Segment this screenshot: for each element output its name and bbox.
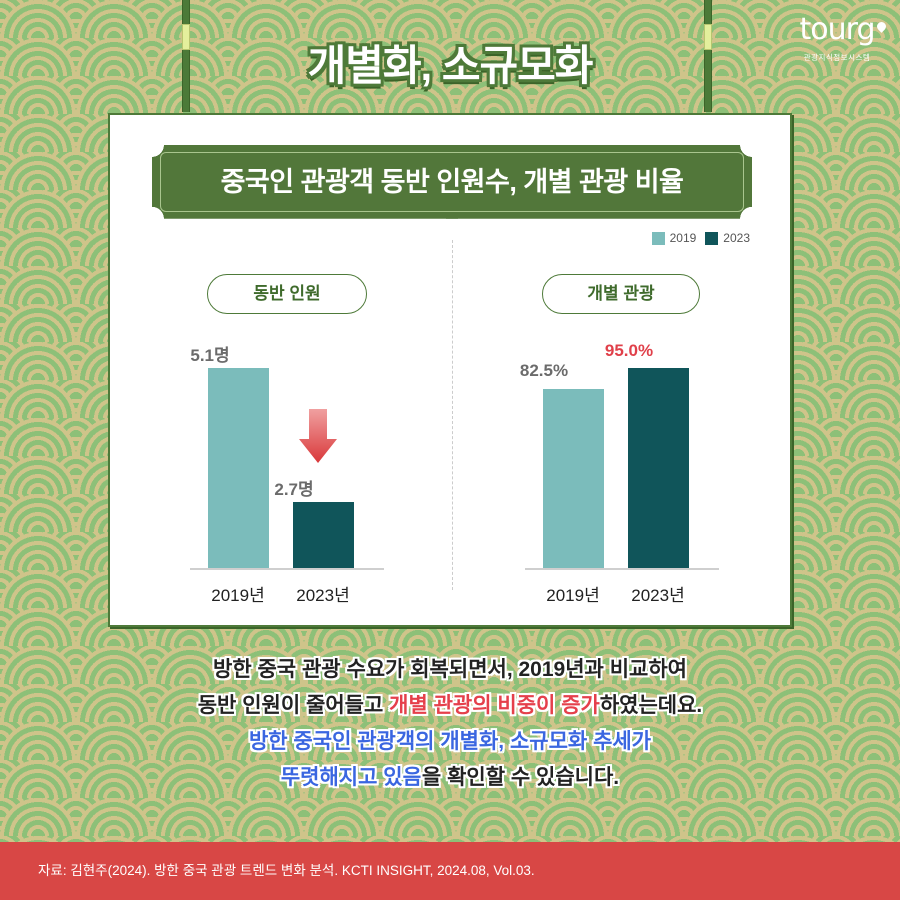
banner-inner-frame xyxy=(160,152,744,212)
bar-2019-companions xyxy=(208,368,269,568)
chart-title: 중국인 관광객 동반 인원수, 개별 관광 비율 xyxy=(220,167,684,197)
x-axis-label: 2023년 xyxy=(631,586,685,605)
hanging-strap-left xyxy=(182,0,190,112)
description: 방한 중국 관광 수요가 회복되면서, 2019년과 비교하여 동반 인원이 줄… xyxy=(0,652,900,796)
logo-suffix: g xyxy=(856,12,875,47)
bar-value-label-highlight: 95.0% xyxy=(604,341,654,360)
bar-2023-individual xyxy=(628,368,689,568)
legend-swatch-2019 xyxy=(651,231,665,245)
panel-title-companions: 동반 인원 xyxy=(207,274,367,314)
logo-subtitle: 관광지식정보시스템 xyxy=(803,53,871,62)
highlight-red-text: 개별 관광의 비중이 증가 xyxy=(389,694,600,717)
x-axis-line xyxy=(525,568,719,570)
description-line-2: 동반 인원이 줄어들고 개별 관광의 비중이 증가하였는데요. xyxy=(0,688,900,724)
description-text: 을 확인할 수 있습니다. xyxy=(421,766,620,789)
bar-value-label: 5.1명 xyxy=(190,346,230,365)
bar-2019-individual xyxy=(543,389,604,568)
legend-item-2023: 2023 xyxy=(705,231,750,245)
chart-legend: 2019 2023 xyxy=(648,231,750,245)
x-axis-label: 2019년 xyxy=(211,586,265,605)
description-text: 방한 중국 관광 수요가 회복되면서, 2019년과 비교하여 xyxy=(213,658,687,681)
description-line-3: 방한 중국인 관광객의 개별화, 소규모화 추세가 xyxy=(0,724,900,760)
panel-title-individual-travel: 개별 관광 xyxy=(542,274,700,314)
description-text: 동반 인원이 줄어들고 xyxy=(197,694,390,717)
source-footer: 자료: 김현주(2024). 방한 중국 관광 트렌드 변화 분석. KCTI … xyxy=(0,842,900,900)
bar-value-label: 2.7명 xyxy=(274,480,314,499)
logo-word: tour xyxy=(799,12,858,47)
chart-card: 중국인 관광객 동반 인원수, 개별 관광 비율 2019 2023 동반 인원… xyxy=(108,113,792,627)
strap-clip xyxy=(704,24,712,50)
down-arrow-icon xyxy=(299,409,337,463)
logo-wordmark: tourg xyxy=(799,12,889,48)
chart-banner xyxy=(152,145,752,219)
legend-swatch-2023 xyxy=(705,231,719,245)
highlight-blue-text: 방한 중국인 관광객의 개별화, 소규모화 추세가 xyxy=(248,730,652,753)
x-axis-line xyxy=(190,568,384,570)
location-pin-icon xyxy=(875,20,889,33)
legend-label: 2019 xyxy=(669,231,697,245)
legend-item-2019: 2019 xyxy=(651,231,697,245)
panel-divider xyxy=(452,240,453,590)
hanging-strap-right xyxy=(704,0,712,112)
description-line-4: 뚜렷해지고 있음을 확인할 수 있습니다. xyxy=(0,760,900,796)
tourgo-logo[interactable]: tourg 관광지식정보시스템 xyxy=(782,12,892,63)
x-axis-label: 2019년 xyxy=(546,586,600,605)
description-line-1: 방한 중국 관광 수요가 회복되면서, 2019년과 비교하여 xyxy=(0,652,900,688)
page-title: 개별화, 소규모화 xyxy=(307,42,594,89)
x-axis-label: 2023년 xyxy=(296,586,350,605)
legend-label: 2023 xyxy=(723,231,750,245)
description-text: 하였는데요. xyxy=(599,694,703,717)
bar-2023-companions xyxy=(293,502,354,568)
bar-value-label: 82.5% xyxy=(519,361,569,380)
strap-clip xyxy=(182,24,190,50)
highlight-blue-text: 뚜렷해지고 있음 xyxy=(280,766,422,789)
